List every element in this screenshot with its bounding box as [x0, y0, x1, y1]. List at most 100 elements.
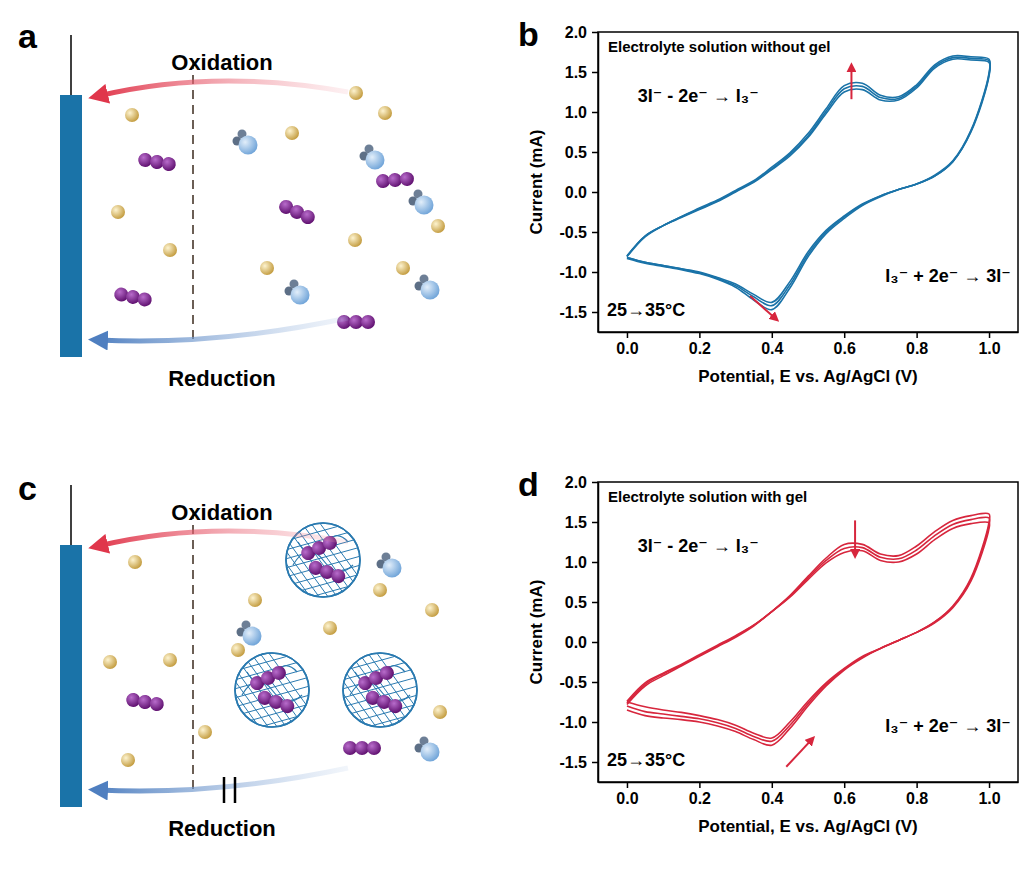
triiodide-ion	[343, 741, 381, 755]
triiodide-atom	[278, 697, 296, 715]
double-layer-boundary	[192, 510, 194, 795]
tick-mark	[916, 332, 918, 338]
tick-mark	[772, 782, 774, 788]
tick-label: 2.0	[565, 24, 587, 41]
tick: 1.0	[565, 104, 598, 121]
arrow-label: Reduction	[168, 366, 276, 391]
triiodide-ion	[364, 689, 404, 715]
iodide-ion	[348, 233, 362, 247]
chart-title: Electrolyte solution with gel	[608, 488, 807, 505]
iodide-ion	[285, 126, 299, 140]
trend-arrow	[854, 520, 856, 554]
trend-arrow	[850, 67, 852, 99]
triiodide-ion	[375, 171, 414, 188]
chart: 0.00.20.40.60.81.0-1.5-1.0-0.50.00.51.01…	[527, 24, 1019, 386]
tick-label: 0.0	[565, 184, 587, 201]
plot-frame	[598, 482, 1018, 782]
chart: 0.00.20.40.60.81.0-1.5-1.0-0.50.00.51.01…	[527, 474, 1019, 836]
annotation: I₃⁻ + 2e⁻ → 3I⁻	[885, 716, 1010, 736]
gel-strand	[242, 515, 307, 605]
cv-curve	[627, 522, 990, 738]
iodide-ion	[323, 621, 337, 635]
tick: 0.0	[616, 332, 638, 357]
tick-label: 0.0	[565, 634, 587, 651]
plot-marks	[627, 513, 990, 745]
triiodide-atom	[386, 697, 404, 715]
iodide-ion	[396, 261, 410, 275]
tick-mark	[592, 232, 598, 234]
electrode	[60, 545, 82, 807]
panel-label: b	[518, 15, 539, 53]
tick-mark	[592, 482, 598, 484]
tick-mark	[592, 272, 598, 274]
trend-arrow	[750, 296, 775, 318]
tick-mark	[844, 782, 846, 788]
tick-mark	[627, 332, 629, 338]
water-molecule	[409, 190, 434, 215]
tick: -1.5	[559, 304, 598, 321]
tick: 0.6	[834, 782, 856, 807]
gel-sphere	[299, 639, 436, 736]
tick: 0.2	[689, 782, 711, 807]
tick: 0.8	[906, 332, 928, 357]
iodide-ion	[431, 219, 445, 233]
y-axis-title: Current (mA)	[527, 130, 546, 235]
tick: 0.4	[761, 332, 783, 357]
annotation: 3I⁻ - 2e⁻ → I₃⁻	[638, 536, 759, 556]
tick: -1.5	[559, 754, 598, 771]
tick: 0.0	[565, 634, 598, 651]
x-axis: 0.00.20.40.60.81.0	[599, 782, 1019, 807]
tick-mark	[592, 682, 598, 684]
gel-body	[235, 653, 309, 727]
annotation: 25→35°C	[607, 300, 685, 320]
tick-mark	[592, 312, 598, 314]
tick-label: 0.5	[565, 144, 587, 161]
tick-label: 0.2	[689, 790, 711, 807]
cv-curve	[627, 513, 990, 745]
iodide-ion	[260, 261, 274, 275]
axis-line	[598, 483, 600, 783]
cv-curve	[627, 517, 990, 741]
tick-label: 2.0	[565, 474, 587, 491]
tick: 0.6	[834, 332, 856, 357]
panel-label: d	[518, 465, 539, 503]
tick-label: 1.0	[978, 340, 1000, 357]
y-axis: -1.5-1.0-0.50.00.51.01.52.0	[559, 24, 598, 333]
tick-label: 0.0	[616, 340, 638, 357]
tick: -1.0	[559, 714, 598, 731]
tick-mark	[592, 562, 598, 564]
tick-label: -1.0	[559, 714, 587, 731]
triiodide-atom	[399, 171, 414, 186]
water-o	[383, 559, 402, 578]
iodide-ion	[248, 593, 262, 607]
double-layer-boundary	[192, 60, 194, 345]
tick-mark	[916, 782, 918, 788]
x-axis-title: Potential, E vs. Ag/AgCl (V)	[698, 367, 917, 386]
triiodide-atom	[329, 567, 347, 585]
tick-label: 1.0	[565, 554, 587, 571]
x-axis: 0.0 0.2 0.4 0.6 0.8 1.0	[599, 332, 1019, 357]
tick: 0.0	[565, 184, 598, 201]
tick-mark	[844, 332, 846, 338]
tick: -0.5	[559, 674, 598, 691]
water-o	[421, 743, 440, 762]
iodide-ion	[103, 655, 117, 669]
triiodide-atom	[149, 696, 165, 712]
x-axis-title: Potential, E vs. Ag/AgCl (V)	[698, 817, 917, 836]
tick-mark	[989, 332, 991, 338]
iodide-ion	[425, 603, 439, 617]
axis-line	[599, 332, 1019, 334]
tick-label: 0.8	[906, 340, 928, 357]
triiodide-atom	[343, 741, 357, 755]
iodide-ion	[231, 643, 245, 657]
triiodide-atom	[299, 208, 318, 227]
triiodide-atom	[367, 741, 381, 755]
tick: 0.2	[689, 332, 711, 357]
gel-strand	[278, 581, 368, 606]
tick-label: 0.8	[906, 790, 928, 807]
tick: -1.0	[559, 264, 598, 281]
iodide-ion	[163, 243, 177, 257]
water-o	[243, 627, 262, 646]
gel-strand	[299, 645, 364, 735]
tick: 0.5	[565, 144, 598, 161]
